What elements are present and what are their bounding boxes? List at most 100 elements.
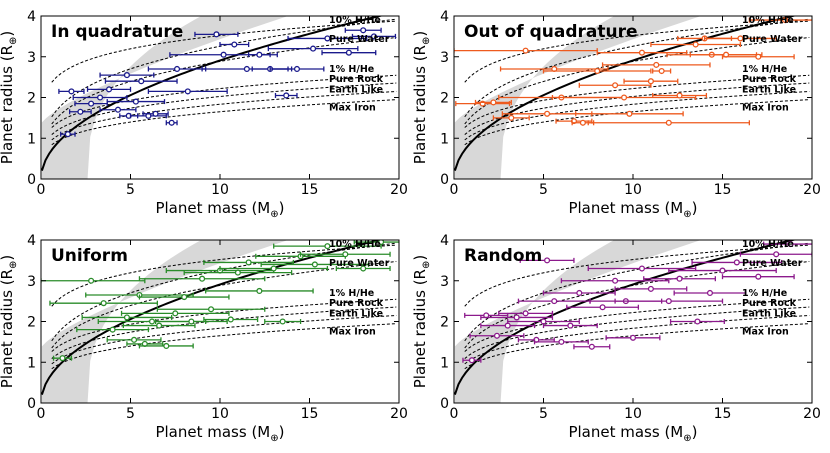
point-marker: [787, 241, 794, 248]
curve-label: Pure Rock: [329, 298, 384, 309]
model-curve-5: [464, 323, 810, 370]
point-marker: [360, 27, 367, 34]
point-marker: [345, 49, 352, 56]
curve-label: Earth Like: [742, 84, 796, 95]
data-point: [165, 119, 178, 126]
point-marker: [567, 322, 574, 329]
data-point: [86, 86, 132, 93]
y-tick-label: 4: [27, 233, 36, 249]
x-tick-label: 0: [37, 406, 46, 422]
point-marker: [256, 287, 263, 294]
point-marker: [188, 318, 195, 325]
data-point: [49, 300, 159, 307]
x-tick-label: 10: [211, 182, 229, 198]
point-marker: [270, 265, 277, 272]
data-point: [142, 110, 169, 117]
x-tick-label: 5: [126, 182, 135, 198]
y-tick-label: 2: [440, 91, 449, 107]
point-marker: [172, 310, 179, 317]
point-marker: [324, 35, 331, 42]
point-marker: [599, 304, 606, 311]
data-point: [455, 100, 511, 107]
point-marker: [579, 119, 586, 126]
point-marker: [647, 78, 654, 85]
panel-title: In quadrature: [51, 22, 183, 42]
x-tick-label: 0: [37, 182, 46, 198]
data-point: [673, 289, 747, 297]
x-tick-label: 15: [714, 182, 732, 198]
point-marker: [100, 300, 107, 307]
model-curve-top: [464, 20, 810, 83]
point-marker: [755, 53, 762, 60]
point-marker: [138, 78, 145, 85]
point-marker: [665, 298, 672, 305]
y-tick-label: 4: [440, 9, 449, 25]
panel-title: Random: [464, 246, 542, 266]
point-marker: [676, 92, 683, 99]
data-point: [273, 243, 382, 250]
point-marker: [588, 343, 595, 350]
data-point: [517, 298, 591, 305]
data-point: [58, 88, 85, 95]
data-point: [76, 326, 150, 333]
curve-label: Earth Like: [742, 308, 796, 319]
data-point: [147, 65, 207, 73]
point-marker: [148, 318, 156, 325]
model-curve-1: [464, 260, 810, 349]
panel-title: Out of quadrature: [464, 22, 638, 42]
x-axis-label: Planet mass (M⊕): [155, 423, 284, 444]
curve-label: 1% H/He: [742, 64, 787, 75]
y-tick-label: 2: [27, 91, 36, 107]
data-point: [587, 119, 750, 126]
data-point: [41, 277, 146, 284]
data-point: [264, 318, 302, 325]
curve-label: 10% H/He: [742, 239, 794, 250]
model-curve-4: [51, 90, 397, 141]
x-tick-label: 10: [624, 406, 642, 422]
data-point: [566, 304, 640, 311]
point-marker: [279, 318, 286, 325]
y-axis-label: Planet radius (R⊕): [411, 31, 432, 164]
point-marker: [152, 110, 159, 117]
curve-label: Pure Rock: [742, 74, 797, 85]
x-tick-label: 15: [301, 182, 319, 198]
curve-label: Pure Water: [329, 258, 390, 269]
data-point: [578, 82, 652, 89]
point-marker: [737, 35, 744, 42]
point-marker: [168, 119, 175, 126]
data-point: [587, 265, 697, 272]
point-marker: [123, 314, 130, 321]
point-marker: [551, 298, 558, 305]
model-curve-5: [51, 99, 397, 146]
curve-label: Pure Rock: [742, 298, 797, 309]
model-curve-top: [51, 244, 397, 307]
point-marker: [638, 49, 645, 56]
data-point: [498, 310, 554, 317]
data-point: [480, 314, 554, 321]
point-marker: [733, 259, 740, 266]
data-point: [643, 275, 716, 282]
y-tick-label: 0: [440, 172, 449, 188]
x-tick-label: 20: [390, 182, 408, 198]
x-tick-label: 10: [211, 406, 229, 422]
point-marker: [755, 273, 762, 280]
data-point: [99, 72, 155, 79]
y-tick-label: 4: [27, 9, 36, 25]
point-marker: [612, 277, 619, 284]
point-marker: [342, 251, 349, 258]
data-point: [99, 106, 137, 113]
data-point: [669, 318, 725, 325]
data-point: [260, 261, 370, 268]
data-point: [72, 94, 128, 101]
x-tick-label: 20: [803, 406, 821, 422]
point-marker: [782, 17, 789, 24]
data-point: [60, 131, 76, 138]
x-tick-label: 20: [390, 406, 408, 422]
curve-label: 1% H/He: [329, 64, 374, 75]
point-marker: [612, 82, 619, 89]
data-point: [575, 110, 684, 117]
x-tick-label: 5: [539, 406, 548, 422]
point-marker: [638, 265, 645, 272]
data-point: [614, 285, 688, 292]
y-tick-label: 3: [27, 50, 36, 66]
